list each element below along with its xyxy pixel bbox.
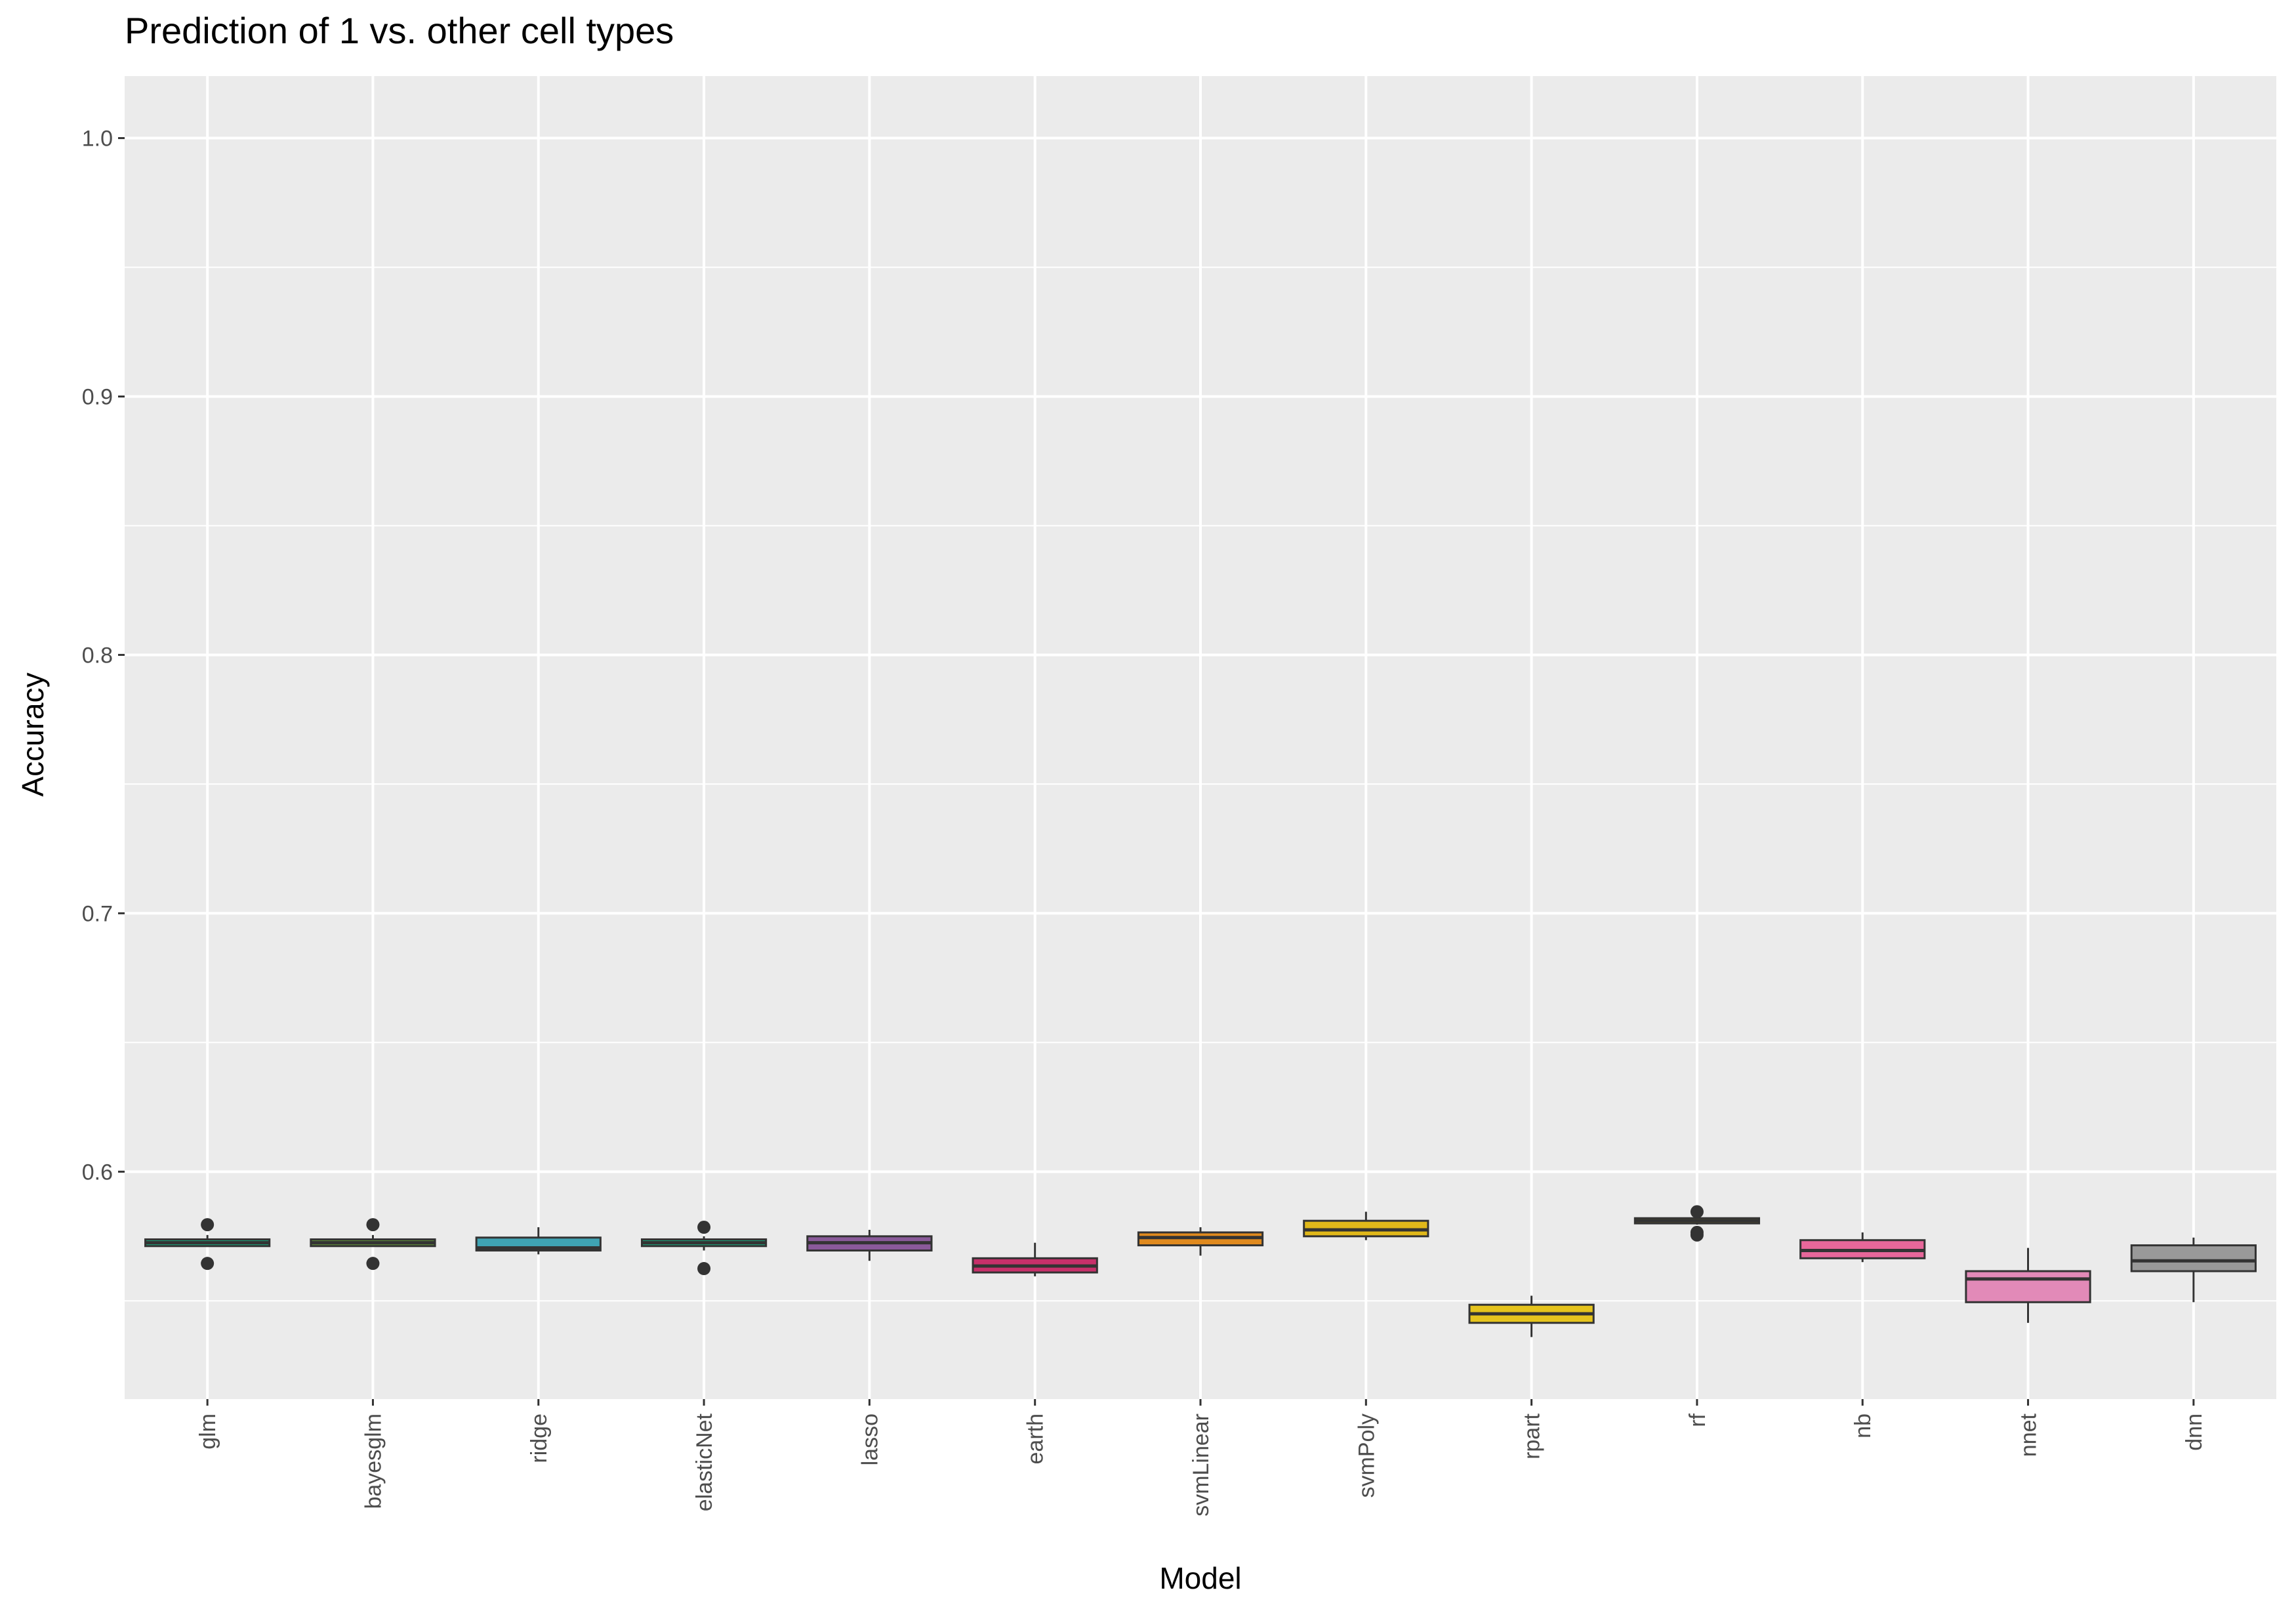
x-tick-label: svmPoly	[1354, 1414, 1379, 1497]
box-lasso	[806, 1229, 933, 1261]
box-rf	[1633, 1205, 1761, 1242]
box-bayesglm	[310, 1218, 436, 1271]
x-tick-label: lasso	[857, 1414, 882, 1465]
grid-lines	[125, 76, 2276, 1399]
y-axis-title: Accuracy	[16, 672, 50, 796]
x-tick-label: rf	[1685, 1413, 1710, 1427]
box-body	[1965, 1270, 2091, 1303]
y-tick-label: 1.0	[82, 127, 113, 152]
box-nb	[1799, 1232, 1926, 1263]
x-tick-label: dnn	[2182, 1414, 2207, 1451]
box-elasticNet	[640, 1221, 768, 1276]
chart-title: Prediction of 1 vs. other cell types	[125, 10, 674, 51]
outlier-point	[201, 1257, 215, 1271]
box-svmLinear	[1137, 1227, 1264, 1256]
x-axis-title: Model	[1159, 1561, 1241, 1595]
outlier-point	[366, 1257, 380, 1271]
outlier-point	[201, 1218, 215, 1232]
outlier-point	[1690, 1205, 1704, 1219]
outlier-point	[1690, 1228, 1704, 1242]
box-body	[2130, 1244, 2257, 1272]
x-tick-label: nnet	[2017, 1413, 2041, 1457]
box-ridge	[475, 1227, 602, 1255]
y-axis: 0.6 0.7 0.8 0.9 1.0	[82, 127, 125, 1185]
x-axis: glm bayesglm ridge elasticNet lasso earth svmL…	[195, 1399, 2207, 1516]
y-tick-label: 0.9	[82, 384, 113, 409]
x-tick-label: svmLinear	[1189, 1414, 1214, 1516]
outlier-point	[697, 1262, 711, 1276]
box-earth	[972, 1242, 1098, 1276]
box-series	[144, 1205, 2257, 1337]
y-tick-label: 0.8	[82, 643, 113, 668]
y-tick-label: 0.7	[82, 901, 113, 926]
x-tick-label: ridge	[527, 1414, 552, 1463]
outlier-point	[697, 1221, 711, 1234]
x-tick-label: elasticNet	[692, 1413, 717, 1511]
box-dnn	[2130, 1237, 2257, 1303]
x-tick-label: nb	[1851, 1414, 1876, 1438]
outlier-point	[366, 1218, 380, 1232]
x-tick-label: earth	[1023, 1414, 1048, 1465]
box-svmPoly	[1303, 1211, 1429, 1240]
x-tick-label: glm	[195, 1414, 220, 1450]
x-tick-label: rpart	[1520, 1413, 1545, 1459]
x-tick-label: bayesglm	[361, 1414, 386, 1509]
y-tick-label: 0.6	[82, 1160, 113, 1185]
box-glm	[144, 1218, 271, 1271]
box-rpart	[1468, 1295, 1595, 1337]
box-nnet	[1965, 1248, 2091, 1323]
